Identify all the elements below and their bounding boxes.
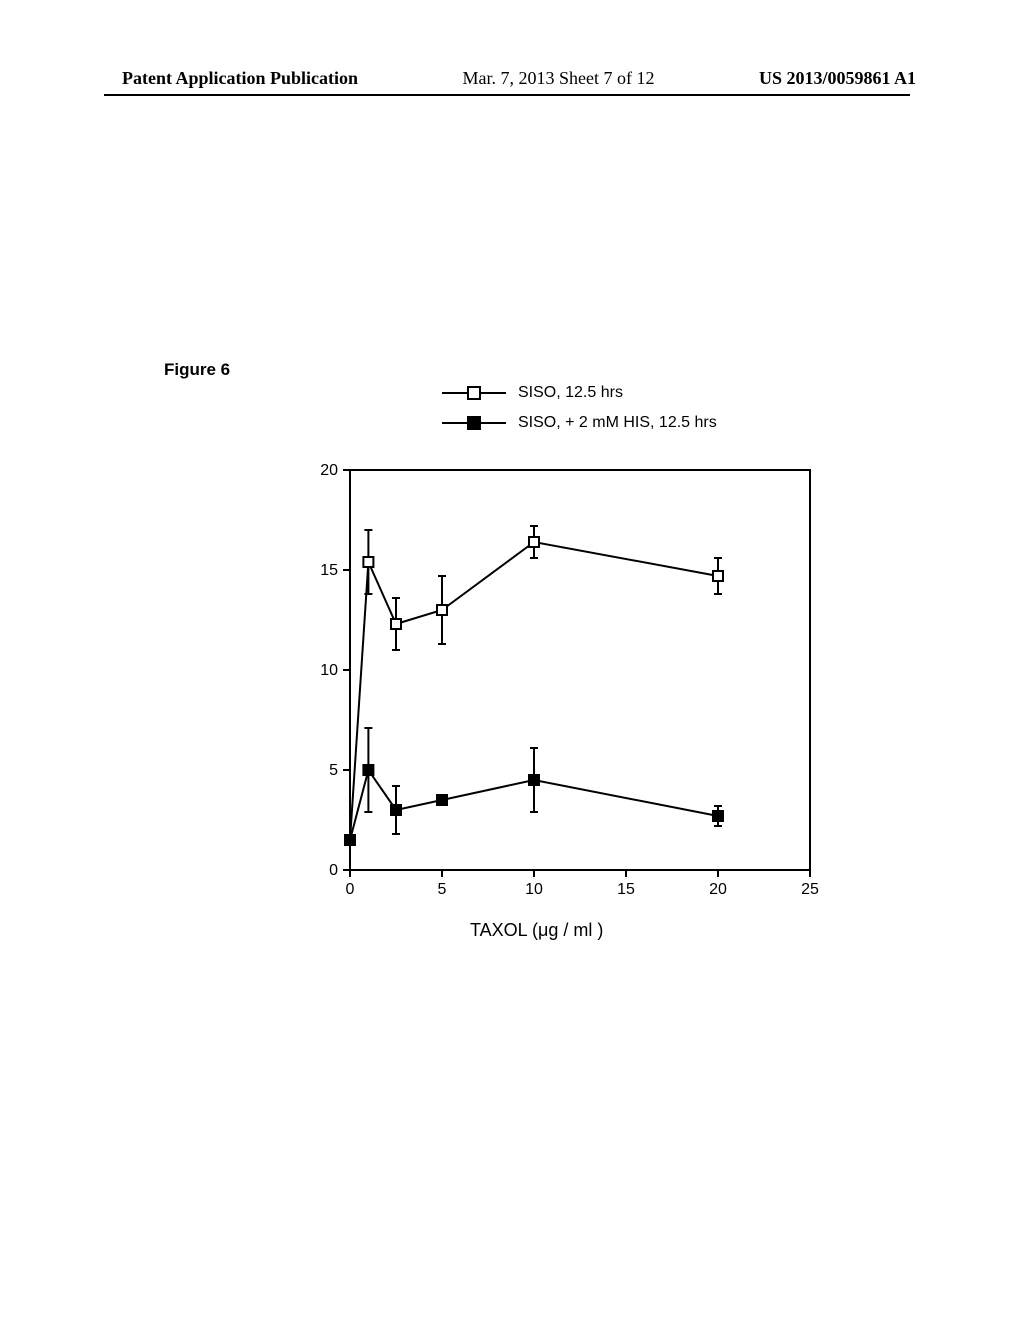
legend-label-2: SISO, + 2 mM HIS, 12.5 hrs bbox=[518, 414, 717, 432]
svg-text:15: 15 bbox=[617, 881, 635, 898]
svg-text:5: 5 bbox=[329, 762, 338, 779]
legend-label-1: SISO, 12.5 hrs bbox=[518, 384, 623, 402]
x-axis-label: TAXOL (μg / ml ) bbox=[470, 920, 603, 941]
svg-text:10: 10 bbox=[525, 881, 543, 898]
svg-text:15: 15 bbox=[320, 562, 338, 579]
figure-label: Figure 6 bbox=[164, 360, 230, 380]
legend-entry-2: SISO, + 2 mM HIS, 12.5 hrs bbox=[440, 408, 717, 438]
page-header: Patent Application Publication Mar. 7, 2… bbox=[0, 68, 1024, 89]
svg-text:20: 20 bbox=[320, 462, 338, 479]
header-right: US 2013/0059861 A1 bbox=[759, 68, 916, 89]
header-rule bbox=[104, 94, 910, 96]
header-center: Mar. 7, 2013 Sheet 7 of 12 bbox=[463, 68, 655, 89]
chart-plot: 0 5 10 15 20 25 0 5 10 15 20 bbox=[300, 450, 820, 910]
svg-text:25: 25 bbox=[801, 881, 819, 898]
legend-marker-open-square bbox=[440, 378, 508, 408]
chart-legend: SISO, 12.5 hrs SISO, + 2 mM HIS, 12.5 hr… bbox=[440, 378, 717, 438]
header-left: Patent Application Publication bbox=[122, 68, 358, 89]
svg-text:5: 5 bbox=[438, 881, 447, 898]
svg-text:10: 10 bbox=[320, 662, 338, 679]
svg-text:0: 0 bbox=[329, 862, 338, 879]
svg-text:20: 20 bbox=[709, 881, 727, 898]
legend-marker-filled-square bbox=[440, 408, 508, 438]
svg-text:0: 0 bbox=[346, 881, 355, 898]
legend-entry-1: SISO, 12.5 hrs bbox=[440, 378, 717, 408]
